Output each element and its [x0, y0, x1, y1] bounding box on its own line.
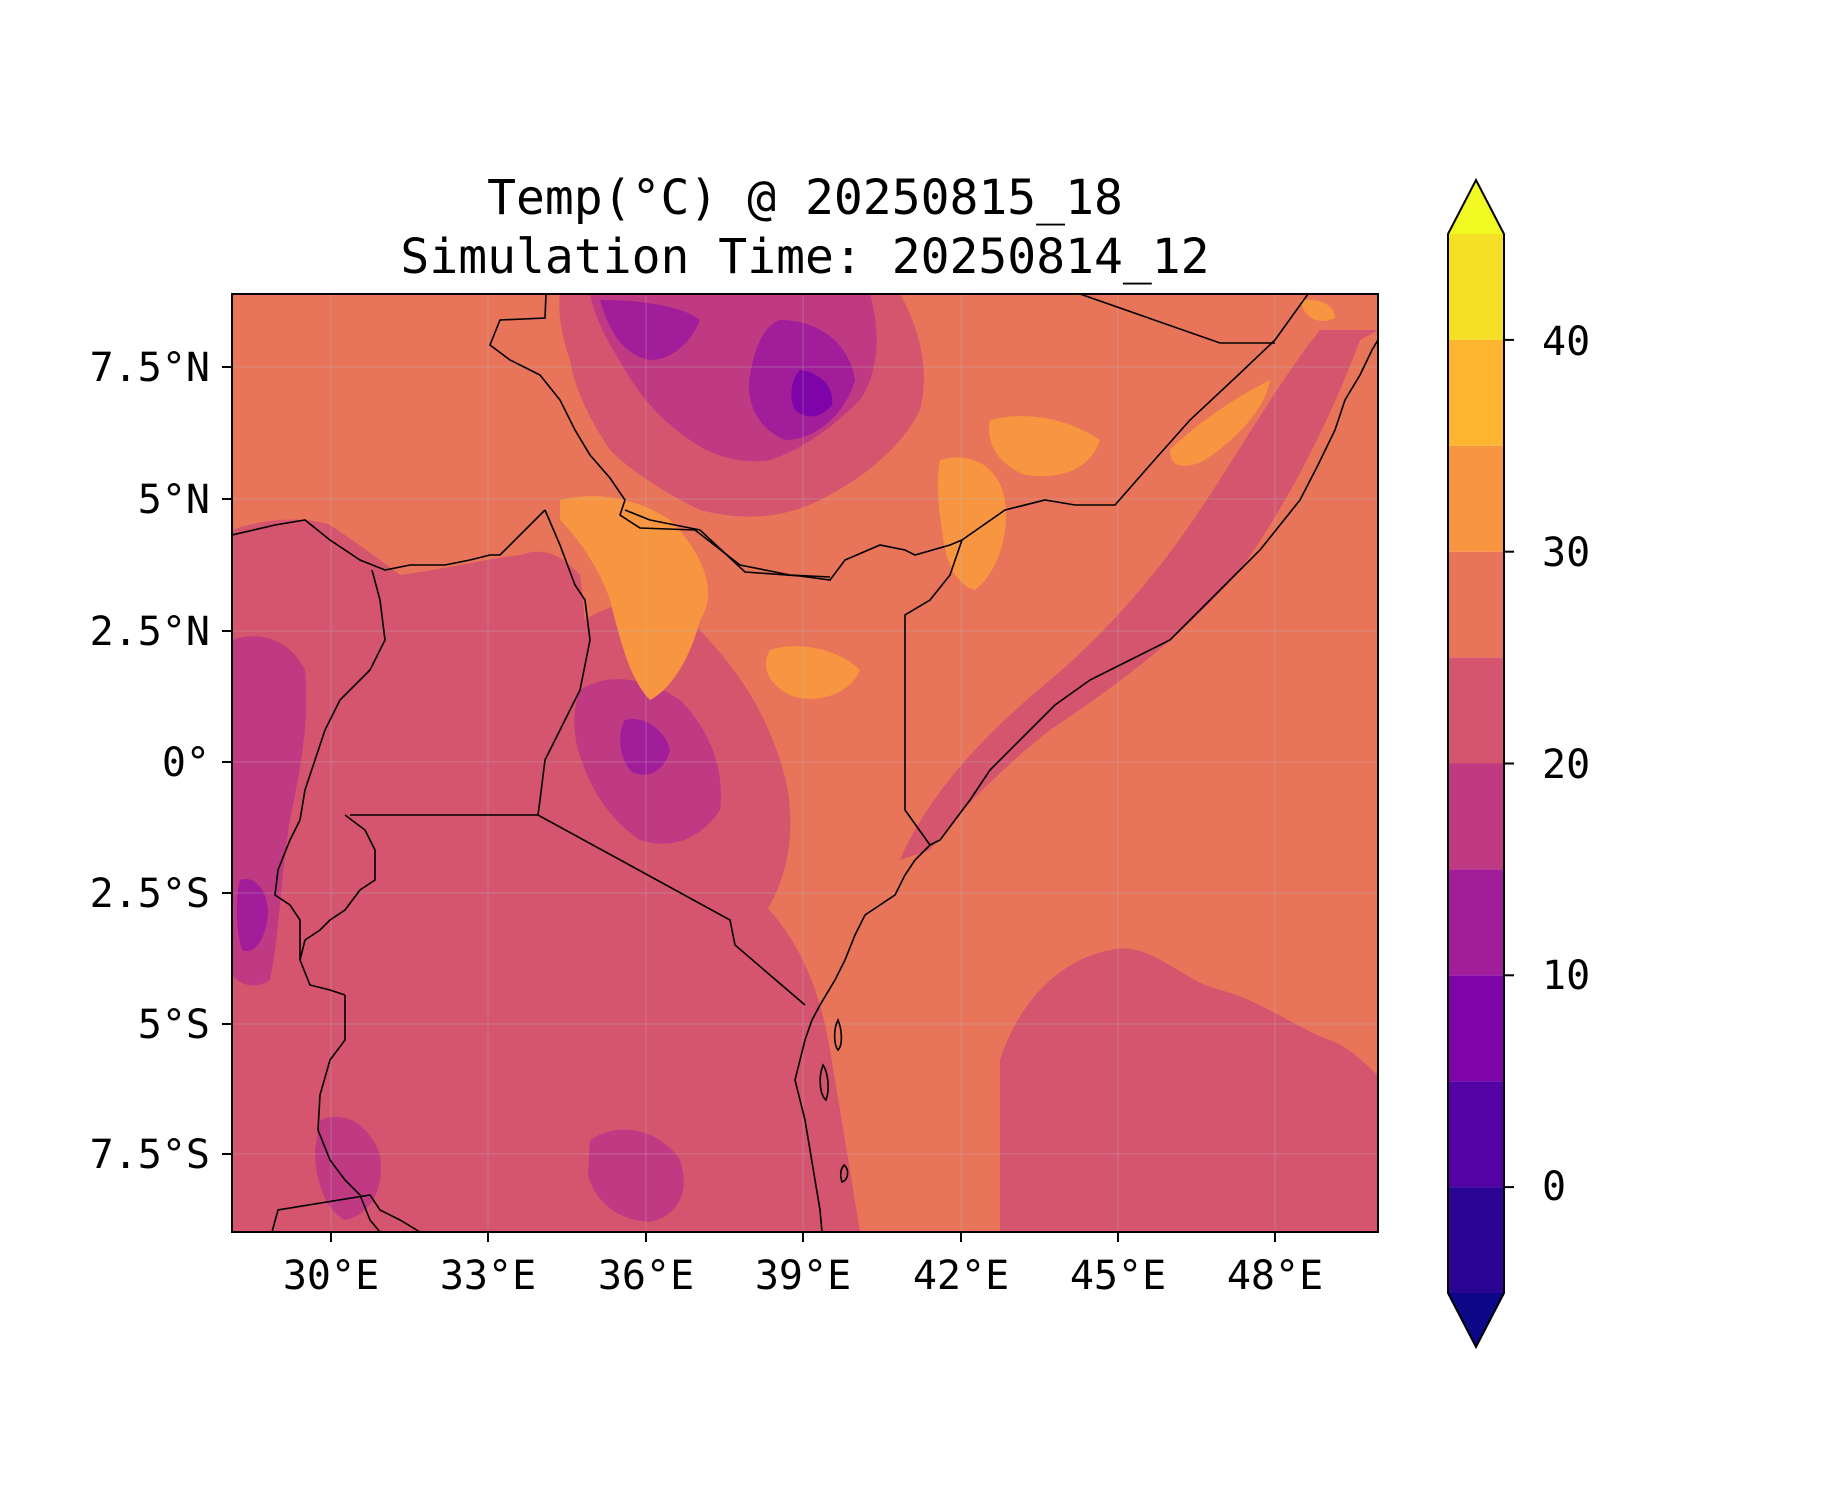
colorbar-tick-label: 20: [1542, 742, 1591, 788]
border-kenya-somalia: [904, 539, 963, 846]
y-tick-label: 5°S: [137, 1002, 210, 1048]
colorbar-extend-low: [1448, 1293, 1504, 1347]
coastline-somalia: [929, 339, 1378, 846]
x-tick-label: 33°E: [439, 1253, 537, 1299]
y-tick-label: 5°N: [137, 477, 210, 523]
border-rwanda-burundi: [274, 819, 346, 996]
border-kenya-ethiopia: [624, 509, 963, 581]
island-zanzibar: [819, 1063, 829, 1102]
border-ssudan-uganda: [232, 509, 546, 571]
temp-band-30-35-somalia-north: [1170, 380, 1270, 466]
y-tick-label: 2.5°N: [89, 609, 210, 655]
x-tick-label: 48°E: [1226, 1253, 1324, 1299]
temp-band-5-10-ethiopia: [791, 370, 833, 417]
border-uganda-kenya: [537, 509, 591, 816]
border-tanzania-west: [317, 995, 381, 1232]
colorbar-band: [1448, 1187, 1504, 1293]
temp-band-15-20-tanzania-sw: [315, 1116, 381, 1220]
temp-band-30-35-ethiopia-east: [989, 416, 1100, 477]
border-sw: [271, 1194, 421, 1232]
temp-band-10-15-rift: [236, 879, 268, 951]
border-ethiopia-somalia: [961, 294, 1309, 541]
colorbar-extend-high: [1448, 180, 1504, 234]
coastline-kenya-tanzania: [794, 844, 931, 1232]
temp-band-20-25-somalia-coast: [900, 330, 1378, 860]
colorbar-band: [1448, 869, 1504, 976]
colorbar-band: [1448, 763, 1504, 870]
y-tick-marks: [222, 366, 232, 1155]
colorbar-band: [1448, 657, 1504, 764]
x-tick-label: 36°E: [597, 1253, 695, 1299]
colorbar-band: [1448, 551, 1504, 658]
y-tick-label: 7.5°S: [89, 1132, 210, 1178]
map-title: Temp(°C) @ 20250815_18: [487, 170, 1123, 226]
map-subtitle: Simulation Time: 20250814_12: [400, 229, 1210, 285]
temp-band-10-15-kenya: [620, 719, 670, 775]
x-tick-marks: [330, 1232, 1276, 1242]
x-tick-label: 45°E: [1069, 1253, 1167, 1299]
border-rwanda-east: [299, 814, 376, 961]
temp-band-20-25-ocean: [1000, 948, 1378, 1232]
y-tick-label: 2.5°S: [89, 871, 210, 917]
colorbar-tick-label: 0: [1542, 1164, 1567, 1210]
island-pemba: [833, 1018, 843, 1052]
colorbar-band: [1448, 1081, 1504, 1188]
x-tick-label: 30°E: [282, 1253, 380, 1299]
temp-band-20-25-west: [232, 519, 860, 1232]
border-tanzania-north: [350, 814, 806, 1006]
colorbar-tick-label: 10: [1542, 953, 1591, 999]
border-ethiopia-djibouti: [1079, 294, 1275, 344]
temp-band-30-35-ne-corner: [1300, 299, 1335, 321]
colorbar-tick-label: 30: [1542, 530, 1591, 576]
temp-band-30-35-ogaden: [937, 457, 1006, 590]
colorbar: [1447, 177, 1514, 1350]
temp-band-15-20-tanzania-south: [588, 1129, 684, 1222]
temp-band-30-35-kenya-east: [766, 646, 860, 699]
temp-band-30-35-turkana: [560, 496, 709, 700]
gridlines: [232, 294, 1378, 1232]
colorbar-outline: [1447, 177, 1505, 1350]
border-uganda-drc: [299, 569, 386, 821]
colorbar-band: [1448, 445, 1504, 552]
island-mafia: [839, 1163, 849, 1184]
borders: [232, 294, 1378, 1232]
y-tick-label: 0°: [161, 740, 210, 786]
border-ssudan-ethiopia: [489, 294, 831, 578]
colorbar-band: [1448, 234, 1504, 340]
y-tick-label: 7.5°N: [89, 345, 210, 391]
temp-band-10-15-ethiopia: [600, 300, 700, 360]
x-tick-label: 39°E: [754, 1253, 852, 1299]
x-tick-label: 42°E: [912, 1253, 1010, 1299]
colorbar-band: [1448, 975, 1504, 1082]
colorbar-band: [1448, 339, 1504, 446]
colorbar-tick-label: 40: [1542, 319, 1591, 365]
